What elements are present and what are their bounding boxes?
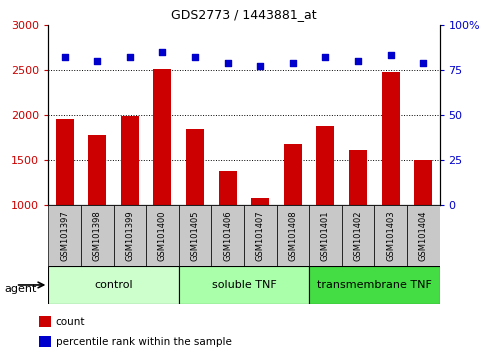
- Bar: [121, 116, 139, 205]
- Bar: [48, 266, 179, 304]
- Bar: [244, 205, 277, 266]
- Text: GSM101406: GSM101406: [223, 210, 232, 261]
- Bar: [186, 130, 204, 205]
- Bar: [179, 205, 212, 266]
- Point: [322, 55, 329, 60]
- Bar: [414, 160, 432, 205]
- Point: [289, 60, 297, 65]
- Text: GSM101400: GSM101400: [158, 210, 167, 261]
- Text: GSM101401: GSM101401: [321, 210, 330, 261]
- Text: GSM101397: GSM101397: [60, 210, 69, 261]
- Bar: [146, 205, 179, 266]
- Text: GSM101399: GSM101399: [125, 210, 134, 261]
- Bar: [382, 72, 399, 205]
- Bar: [251, 198, 269, 205]
- Bar: [154, 69, 171, 205]
- Point: [256, 63, 264, 69]
- Text: transmembrane TNF: transmembrane TNF: [317, 280, 432, 290]
- Text: GSM101402: GSM101402: [354, 210, 363, 261]
- Text: GSM101398: GSM101398: [93, 210, 102, 261]
- Text: agent: agent: [5, 284, 37, 293]
- Bar: [56, 119, 73, 205]
- Bar: [309, 205, 342, 266]
- Text: GSM101408: GSM101408: [288, 210, 298, 261]
- Point: [387, 53, 395, 58]
- Text: percentile rank within the sample: percentile rank within the sample: [56, 337, 231, 347]
- Bar: [212, 205, 244, 266]
- Bar: [114, 205, 146, 266]
- Text: GSM101407: GSM101407: [256, 210, 265, 261]
- Bar: [316, 126, 334, 205]
- Bar: [349, 150, 367, 205]
- Point: [126, 55, 134, 60]
- Bar: [284, 144, 302, 205]
- Point: [61, 55, 69, 60]
- Bar: [276, 205, 309, 266]
- Point: [191, 55, 199, 60]
- Text: soluble TNF: soluble TNF: [212, 280, 276, 290]
- Point: [93, 58, 101, 64]
- Bar: [407, 205, 440, 266]
- Text: GSM101405: GSM101405: [190, 210, 199, 261]
- Bar: [309, 266, 440, 304]
- Point: [419, 60, 427, 65]
- Bar: [39, 336, 51, 347]
- Point: [224, 60, 231, 65]
- Text: count: count: [56, 317, 85, 327]
- Bar: [374, 205, 407, 266]
- Bar: [342, 205, 374, 266]
- Bar: [179, 266, 309, 304]
- Bar: [39, 316, 51, 327]
- Text: control: control: [94, 280, 133, 290]
- Point: [158, 49, 166, 55]
- Bar: [81, 205, 114, 266]
- Bar: [48, 205, 81, 266]
- Text: GSM101403: GSM101403: [386, 210, 395, 261]
- Text: GSM101404: GSM101404: [419, 210, 428, 261]
- Bar: [88, 135, 106, 205]
- Bar: [219, 171, 237, 205]
- Text: GDS2773 / 1443881_at: GDS2773 / 1443881_at: [171, 8, 317, 21]
- Point: [354, 58, 362, 64]
